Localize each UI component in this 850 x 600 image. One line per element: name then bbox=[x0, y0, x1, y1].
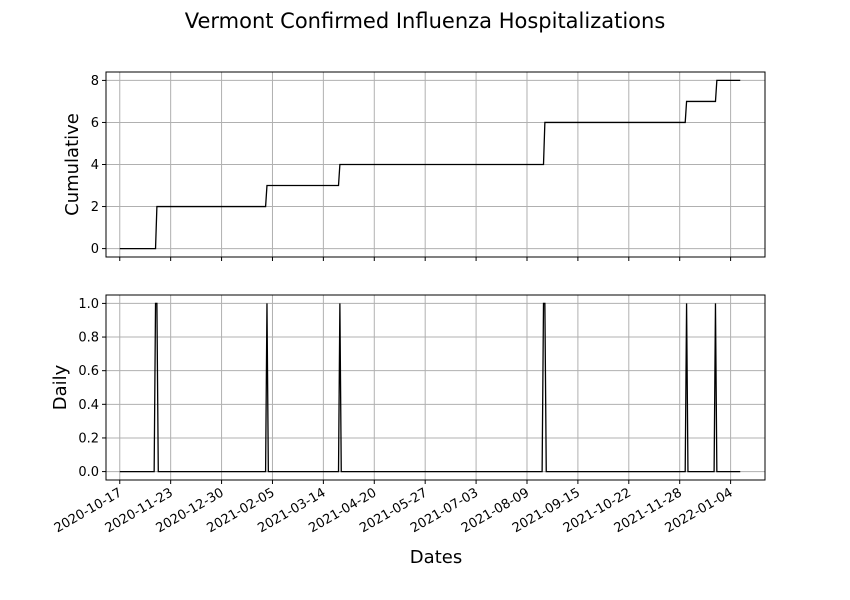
series-line bbox=[119, 302, 741, 473]
y-tick-label: 2 bbox=[91, 200, 99, 215]
y-tick-label: 0.8 bbox=[78, 331, 99, 346]
y-tick-label: 0.2 bbox=[78, 431, 99, 446]
x-axis-label: Dates bbox=[410, 547, 462, 568]
y-tick-label: 1.0 bbox=[78, 297, 99, 312]
series-line bbox=[119, 79, 741, 250]
y-tick-label: 0 bbox=[91, 242, 99, 257]
y-tick-label: 0.4 bbox=[78, 398, 99, 413]
daily-panel: 2020-10-172020-11-232020-12-302021-02-05… bbox=[50, 294, 766, 536]
y-tick-label: 0.0 bbox=[78, 465, 99, 480]
y-axis-label: Daily bbox=[50, 364, 71, 410]
y-tick-label: 4 bbox=[91, 158, 99, 173]
axes-frame bbox=[105, 71, 766, 258]
chart-title: Vermont Confirmed Influenza Hospitalizat… bbox=[185, 9, 666, 33]
y-tick-label: 8 bbox=[91, 74, 99, 89]
y-tick-label: 0.6 bbox=[78, 364, 99, 379]
y-tick-label: 6 bbox=[91, 116, 99, 131]
cumulative-panel: 0 2 4 6 8 Cumulative bbox=[62, 71, 766, 261]
axes-frame bbox=[105, 294, 766, 481]
y-axis-label: Cumulative bbox=[62, 113, 83, 216]
